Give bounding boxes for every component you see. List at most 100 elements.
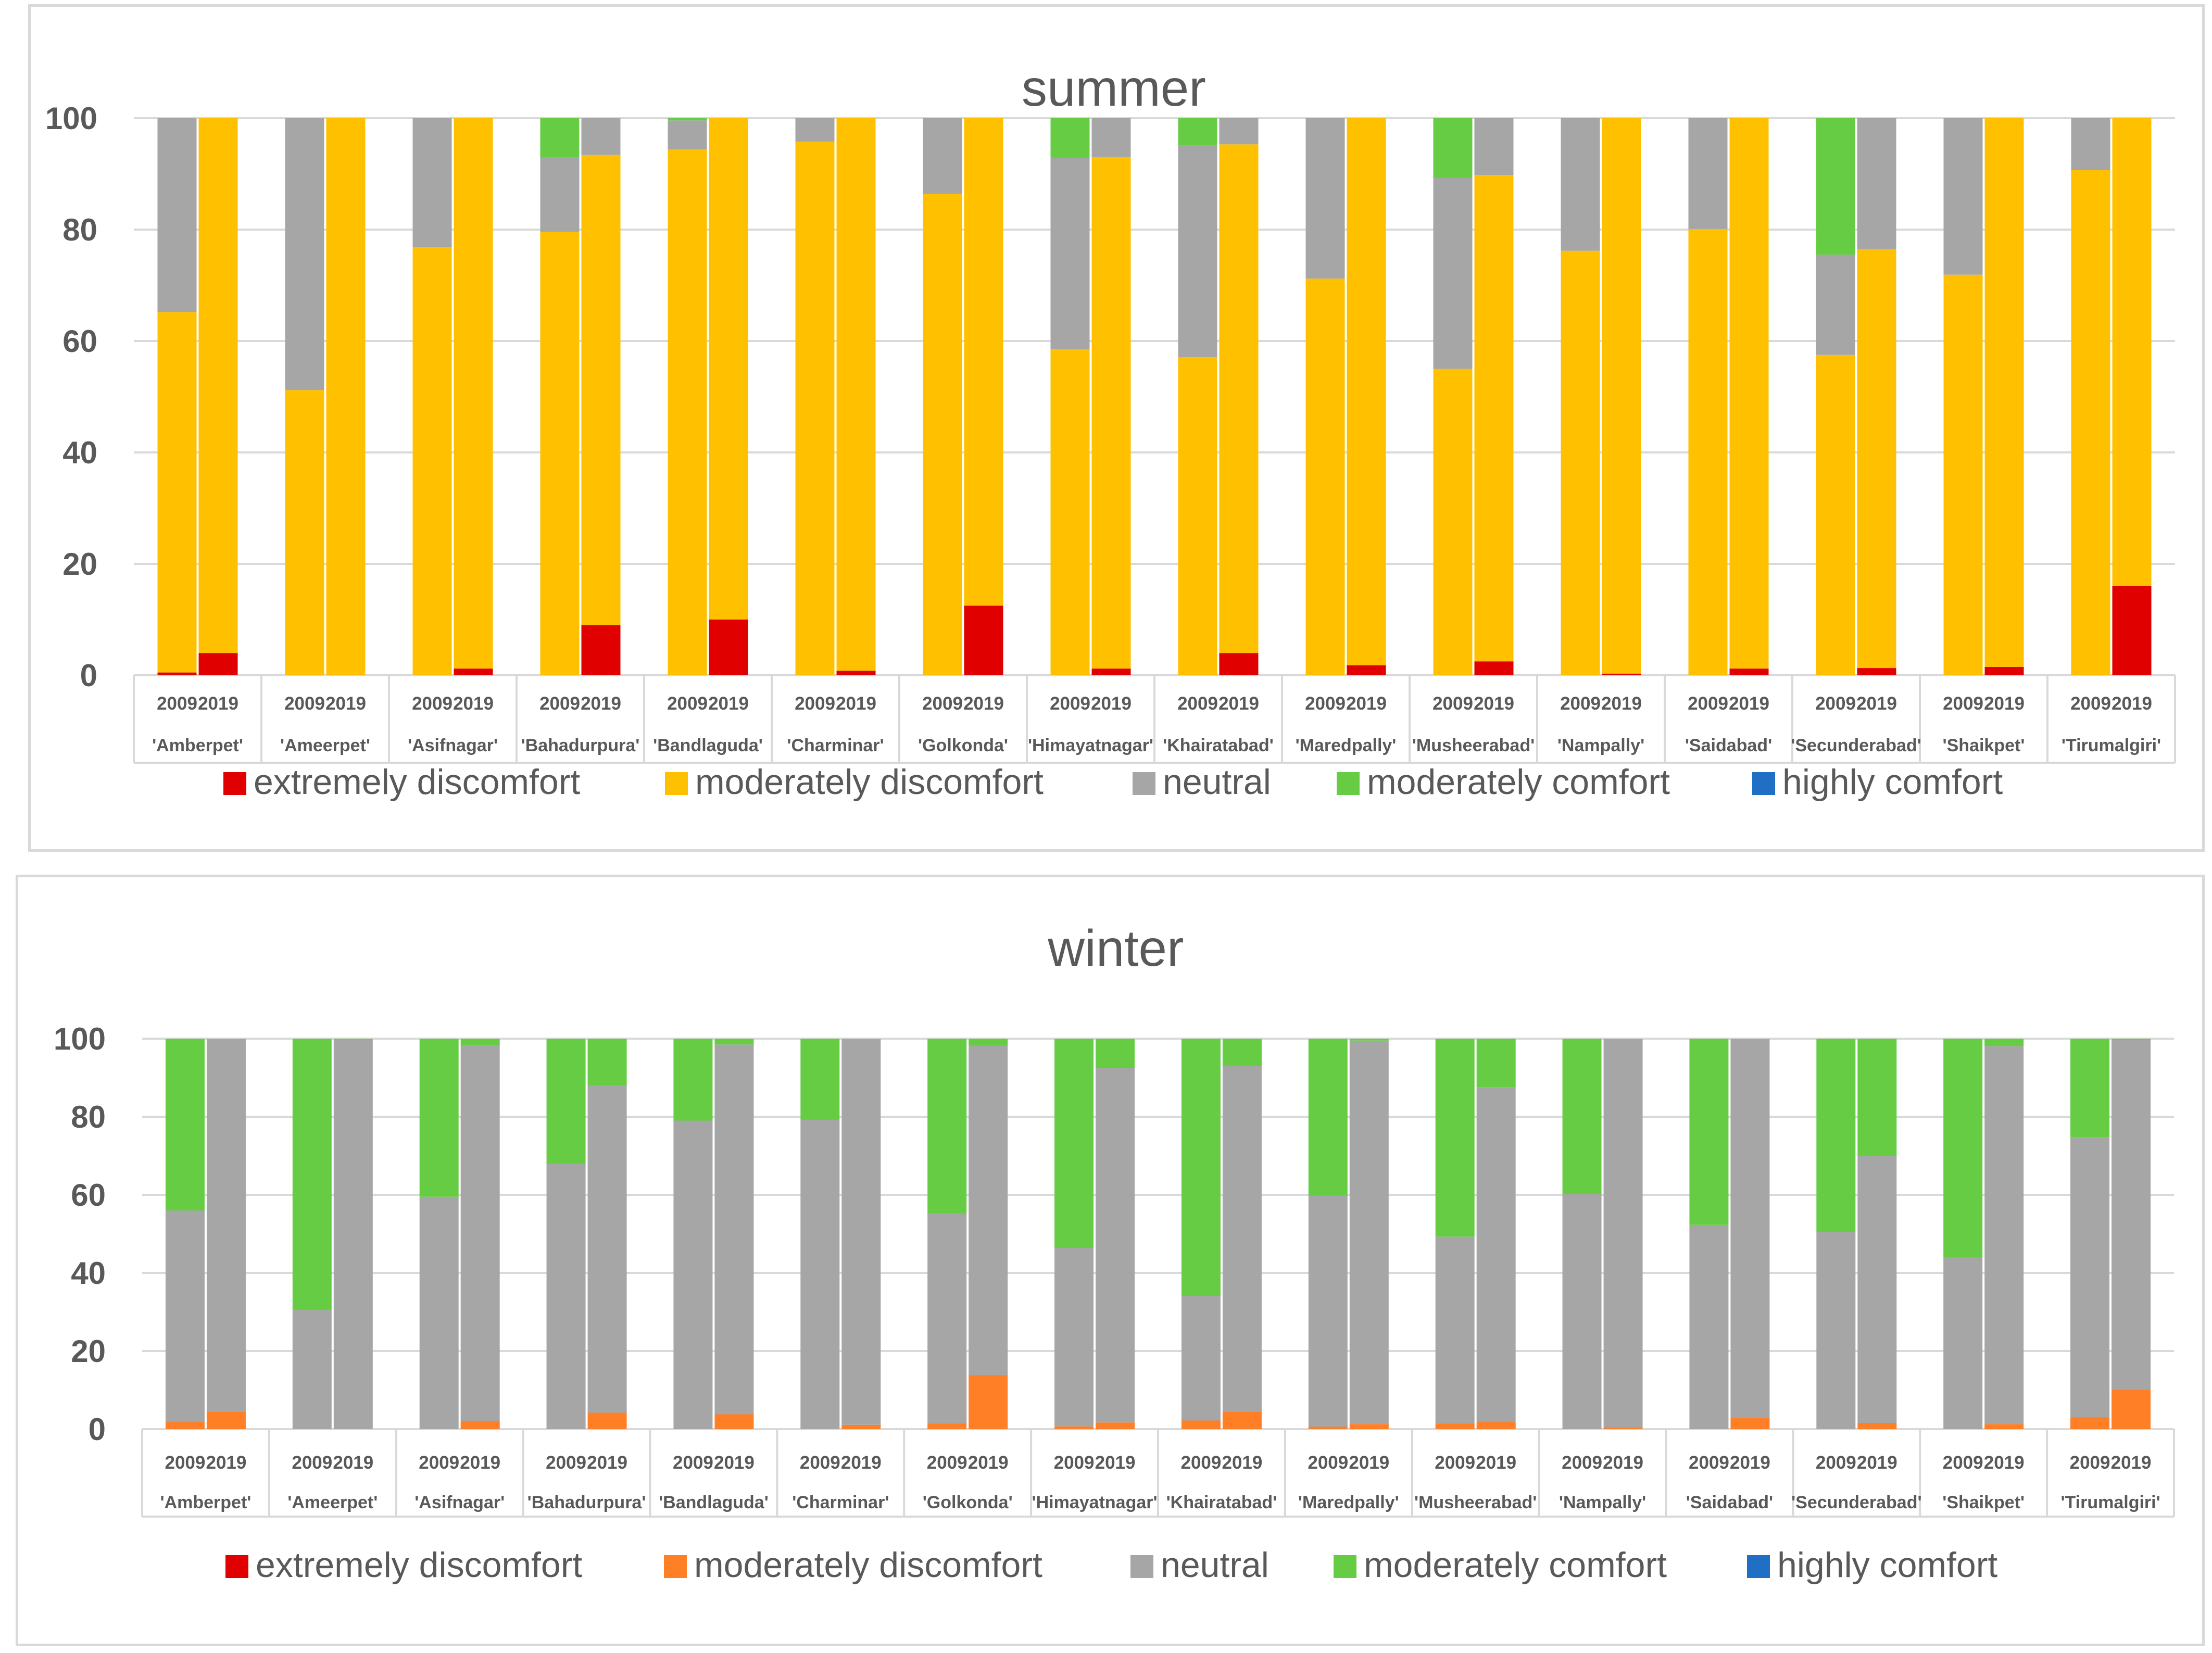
winter-bar-secunderabad-2009-moderately-comfort [1816,1039,1856,1232]
winter-category-label-nampally: 'Nampally' [1559,1493,1646,1512]
winter-year-label: 2019 [714,1453,755,1473]
winter-bar-asifnagar-2019-moderately-discomfort [460,1421,500,1429]
summer-bar-musheerabad-2019-extremely-discomfort [1474,661,1514,675]
summer-bar-bahadurpura-2019-moderately-discomfort [581,155,621,625]
winter-category-label-secunderabad: 'Secunderabad' [1791,1493,1921,1512]
winter-bar-khairatabad-2009-moderately-discomfort [1181,1420,1221,1429]
summer-bar-himayatnagar-2009-moderately-discomfort [1050,349,1090,675]
winter-legend-swatch-highly-comfort [1747,1555,1770,1578]
summer-bar-ameerpet-2019-moderately-discomfort [326,118,366,675]
summer-chart-panel: summer 0 20 40 60 80 100 2009 2019 'Amberpet' 2009… [28,4,2205,852]
summer-bar-golkonda-2009-moderately-discomfort [923,194,962,675]
summer-bar-maredpally-2009-neutral [1305,118,1345,279]
summer-bar-khairatabad-2019-neutral [1219,118,1259,145]
summer-category-label-nampally: 'Nampally' [1557,736,1644,755]
winter-year-label: 2019 [1476,1453,1516,1473]
summer-year-label: 2019 [708,693,749,714]
summer-bar-amberpet-2009-moderately-discomfort [157,312,197,673]
summer-year-label: 2009 [795,693,835,714]
summer-category-label-khairatabad: 'Khairatabad' [1163,736,1274,755]
winter-year-label: 2009 [1562,1453,1602,1473]
winter-bar-khairatabad-2019-neutral [1222,1066,1262,1412]
winter-year-label: 2019 [587,1453,627,1473]
summer-year-label: 2019 [2112,693,2152,714]
summer-bar-saidabad-2009-moderately-discomfort [1688,229,1728,675]
winter-bar-tirumalgiri-2009-moderately-discomfort [2070,1417,2110,1429]
winter-bar-musheerabad-2019-moderately-comfort [1476,1039,1516,1088]
summer-bar-asifnagar-2009-moderately-discomfort [412,247,452,675]
winter-bar-khairatabad-2009-neutral [1181,1296,1221,1421]
winter-bar-secunderabad-2009-neutral [1816,1232,1856,1429]
summer-category-label-amberpet: 'Amberpet' [152,736,243,755]
summer-y-tick-label: 20 [62,547,97,582]
winter-bar-shaikpet-2019-moderately-discomfort [1984,1424,2024,1429]
summer-bar-khairatabad-2009-neutral [1178,145,1217,358]
summer-bar-nampally-2019-moderately-discomfort [1602,118,1641,674]
summer-bar-tirumalgiri-2019-extremely-discomfort [2112,586,2152,675]
winter-bar-secunderabad-2019-moderately-discomfort [1857,1423,1897,1429]
summer-category-label-saidabad: 'Saidabad' [1685,736,1772,755]
winter-bar-khairatabad-2019-moderately-comfort [1222,1039,1262,1066]
summer-bar-golkonda-2019-extremely-discomfort [964,605,1003,675]
summer-category-label-bandlaguda: 'Bandlaguda' [653,736,763,755]
summer-bar-ameerpet-2009-moderately-discomfort [285,390,324,675]
summer-year-label: 2019 [581,693,621,714]
summer-year-label: 2019 [1729,693,1769,714]
winter-year-label: 2009 [1816,1453,1856,1473]
winter-bar-himayatnagar-2009-neutral [1054,1248,1094,1427]
winter-year-label: 2009 [2070,1453,2110,1473]
winter-year-label: 2019 [1222,1453,1263,1473]
summer-bar-nampally-2009-moderately-discomfort [1561,250,1600,675]
summer-y-tick-label: 0 [80,658,97,693]
winter-legend-swatch-extremely-discomfort [225,1555,248,1578]
winter-year-label: 2019 [968,1453,1009,1473]
winter-year-label: 2019 [2111,1453,2152,1473]
summer-category-label-asifnagar: 'Asifnagar' [408,736,498,755]
summer-bar-shaikpet-2019-extremely-discomfort [1984,666,2024,675]
summer-bar-bahadurpura-2019-neutral [581,118,621,155]
winter-year-label: 2019 [1984,1453,2025,1473]
winter-bar-musheerabad-2019-moderately-discomfort [1476,1422,1516,1429]
summer-year-label: 2019 [1091,693,1132,714]
summer-year-label: 2019 [1856,693,1897,714]
winter-year-label: 2009 [673,1453,713,1473]
winter-bar-saidabad-2009-neutral [1689,1225,1729,1429]
summer-bar-nampally-2009-neutral [1561,118,1600,251]
summer-bar-bahadurpura-2019-extremely-discomfort [581,625,621,675]
summer-bar-ameerpet-2009-neutral [285,118,324,390]
winter-bar-shaikpet-2009-moderately-comfort [1943,1039,1983,1257]
summer-legend-swatch-highly-comfort [1752,772,1775,795]
summer-bar-nampally-2019-extremely-discomfort [1602,673,1641,675]
winter-bar-himayatnagar-2019-neutral [1096,1068,1135,1423]
summer-bar-bahadurpura-2009-moderately-discomfort [540,232,580,675]
winter-bar-amberpet-2019-moderately-discomfort [206,1411,246,1429]
winter-legend-swatch-moderately-comfort [1334,1555,1356,1578]
winter-bar-nampally-2019-moderately-discomfort [1603,1428,1643,1429]
winter-year-label: 2019 [460,1453,500,1473]
winter-bar-khairatabad-2009-moderately-comfort [1181,1039,1221,1296]
winter-y-tick-label: 0 [89,1412,106,1447]
winter-year-label: 2009 [800,1453,840,1473]
winter-bar-bahadurpura-2019-moderately-comfort [587,1039,627,1086]
summer-year-label: 2019 [453,693,494,714]
summer-bar-tirumalgiri-2009-moderately-discomfort [2071,170,2110,675]
summer-year-label: 2019 [1474,693,1514,714]
summer-bar-khairatabad-2009-moderately-discomfort [1178,357,1217,675]
winter-year-label: 2019 [1730,1453,1770,1473]
summer-legend-label-extremely-discomfort: extremely discomfort [254,762,580,802]
summer-category-label-tirumalgiri: 'Tirumalgiri' [2062,736,2161,755]
winter-bar-shaikpet-2019-moderately-comfort [1984,1039,2024,1046]
winter-bar-amberpet-2009-moderately-discomfort [165,1422,205,1429]
winter-bar-musheerabad-2009-moderately-discomfort [1435,1423,1475,1429]
summer-legend-swatch-moderately-comfort [1337,772,1360,795]
summer-category-label-shaikpet: 'Shaikpet' [1943,736,2025,755]
winter-category-label-khairatabad: 'Khairatabad' [1166,1493,1277,1512]
summer-bar-asifnagar-2009-neutral [412,118,452,247]
summer-year-label: 2019 [1218,693,1259,714]
winter-category-label-bandlaguda: 'Bandlaguda' [659,1493,769,1512]
winter-legend-label-extremely-discomfort: extremely discomfort [256,1545,582,1585]
winter-bar-musheerabad-2009-neutral [1435,1236,1475,1423]
summer-bar-maredpally-2009-moderately-discomfort [1305,279,1345,675]
